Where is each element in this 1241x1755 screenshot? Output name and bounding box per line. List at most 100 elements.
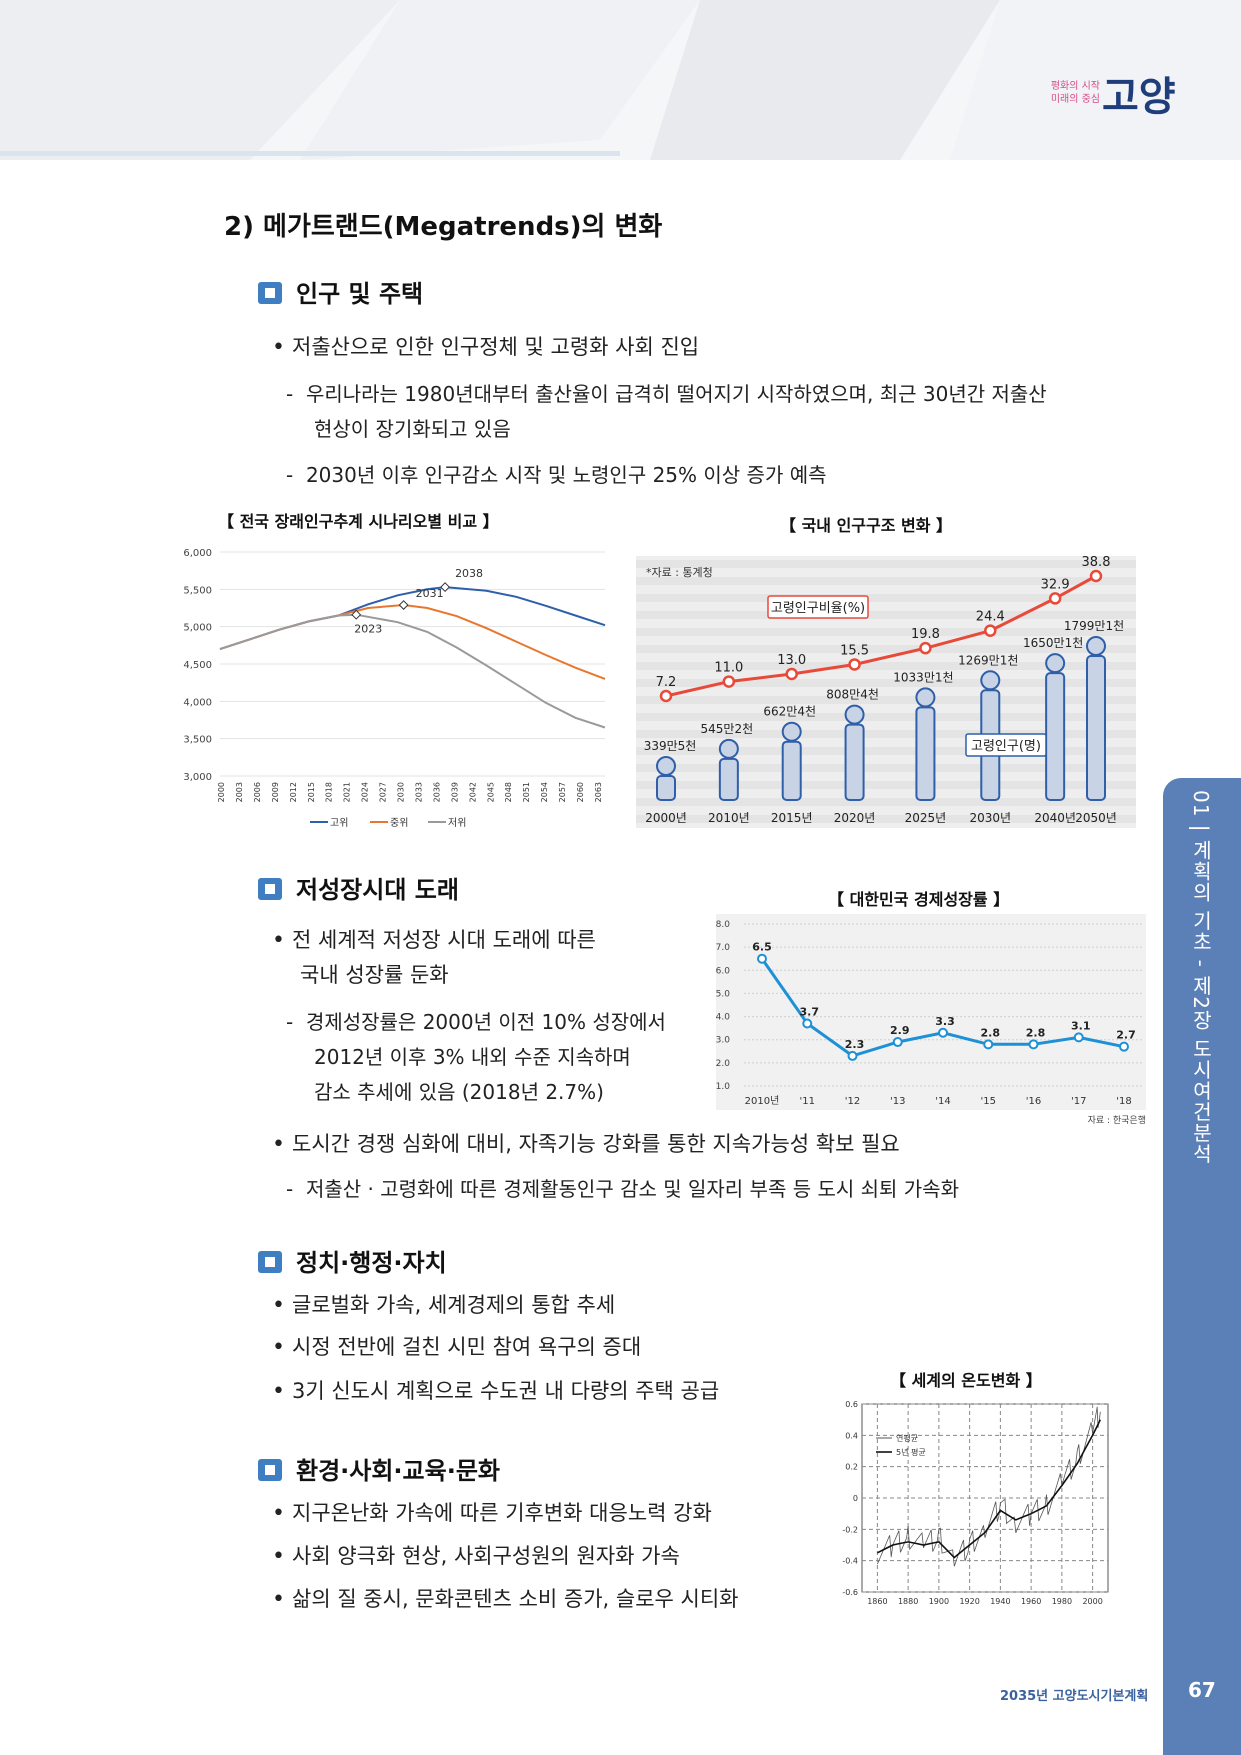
x-tick-label: 1860 (867, 1597, 887, 1606)
x-tick-label: 2021 (343, 782, 352, 802)
bullet-item: • 삶의 질 중시, 문화콘텐츠 소비 증가, 슬로우 시티화 (272, 1587, 739, 1612)
goyang-logo: 평화의 시작 미래의 중심 고양 (1030, 50, 1210, 140)
stripe (636, 764, 1136, 772)
x-category-label: '12 (845, 1096, 860, 1107)
legend-label: 5년 평균 (896, 1447, 926, 1457)
ratio-value-label: 32.9 (1041, 577, 1070, 592)
ratio-value-label: 7.2 (656, 675, 677, 690)
ratio-value-label: 11.0 (714, 661, 743, 676)
y-tick-label: 4.0 (716, 1013, 731, 1023)
x-tick-label: 2063 (594, 782, 603, 802)
x-category-label: '14 (935, 1096, 950, 1107)
bullet-item-cont: 국내 성장률 둔화 (300, 963, 449, 987)
legend-count-label: 고령인구(명) (971, 739, 1041, 754)
x-tick-label: 2003 (235, 782, 244, 802)
stripe (636, 815, 1136, 823)
legend-label: 고위 (330, 816, 348, 829)
x-tick-label: 2054 (540, 782, 549, 802)
y-tick-label: 0.6 (845, 1400, 858, 1409)
x-category-label: '11 (800, 1096, 815, 1107)
stripe (636, 696, 1136, 704)
ratio-value-label: 15.5 (840, 643, 869, 658)
growth-point (802, 1018, 813, 1029)
dash-item-cont: 감소 추세에 있음 (2018년 2.7%) (314, 1080, 604, 1104)
y-tick-label: 0.4 (845, 1431, 858, 1440)
x-tick-label: 2012 (289, 782, 298, 802)
series-line-5년 평균 (877, 1419, 1102, 1559)
bullet-item: • 지구온난화 가속에 따른 기후변화 대응노력 강화 (272, 1501, 712, 1526)
chart-caption: 【 전국 장래인구추계 시나리오별 비교 】 (218, 512, 499, 531)
population-label: 1269만1천 (958, 652, 1018, 667)
x-category-label: '16 (1026, 1096, 1041, 1107)
person-body (1045, 672, 1066, 801)
marker-point (398, 600, 409, 610)
population-label: 1799만1천 (1064, 618, 1124, 633)
chart-caption: 【 국내 인구구조 변화 】 (780, 516, 953, 535)
x-tick-label: 2051 (522, 782, 531, 802)
x-tick-label: 2030 (397, 782, 406, 802)
dash-item-cont: 2012년 이후 3% 내외 수준 지속하며 (314, 1045, 631, 1069)
x-category-label: '17 (1071, 1096, 1086, 1107)
growth-point (757, 953, 767, 964)
x-tick-label: 2036 (432, 782, 441, 802)
y-tick-label: 6.0 (716, 966, 731, 976)
x-category-label: '15 (981, 1096, 996, 1107)
x-tick-label: 2042 (468, 782, 477, 802)
y-tick-label: 3,000 (183, 772, 212, 783)
bullet-item: • 글로벌화 가속, 세계경제의 통합 추세 (272, 1293, 616, 1318)
header-background (0, 0, 1241, 160)
stripe (636, 747, 1136, 755)
x-category-label: 2050년 (1075, 811, 1117, 825)
square-bullet-icon (258, 1459, 282, 1481)
x-tick-label: 1940 (990, 1597, 1010, 1606)
x-tick-label: 1880 (898, 1597, 918, 1606)
y-tick-label: -0.6 (842, 1588, 858, 1597)
ratio-value-label: 24.4 (976, 610, 1005, 625)
legend-ratio-label: 고령인구비율(%) (771, 601, 865, 616)
square-bullet-icon (258, 1251, 282, 1273)
person-head (915, 687, 936, 708)
person-body (1086, 655, 1106, 801)
section-politics-title: 정치·행정·자치 (258, 1243, 447, 1278)
chapter-label: 01 | 계획의 기초 - 제2장 도시여건분석 (1189, 790, 1213, 1165)
series-line-연평균 (877, 1406, 1101, 1567)
person-head (844, 704, 865, 725)
x-tick-label: 2048 (504, 782, 513, 802)
legend-count-box (965, 733, 1047, 757)
ratio-point (1048, 592, 1062, 605)
x-category-label: 2010년 (708, 811, 750, 825)
stripe (636, 679, 1136, 687)
temperature-chart: 0.6 0.4 0.2 0 -0.2 -0.4 -0.6 1860 1880 1900 1920 19… (842, 1400, 1109, 1606)
chapter-sidebar: 01 | 계획의 기초 - 제2장 도시여건분석 67 (1163, 778, 1241, 1755)
ratio-line (665, 574, 1097, 698)
y-tick-label: 8.0 (716, 920, 731, 930)
y-tick-label: 4,500 (183, 660, 212, 671)
growth-point (892, 1037, 903, 1048)
section-population-title: 인구 및 주택 (258, 274, 423, 309)
growth-point (1073, 1032, 1084, 1043)
x-category-label: 2025년 (905, 811, 947, 825)
x-tick-label: 2000 (1082, 1597, 1102, 1606)
population-label: 662만4천 (763, 704, 816, 719)
x-tick-label: 2045 (486, 782, 495, 802)
growth-value-label: 3.1 (1071, 1019, 1091, 1032)
stripe (636, 628, 1136, 636)
stripe (636, 611, 1136, 619)
legend-label: 연평균 (896, 1433, 918, 1443)
square-bullet-icon (258, 878, 282, 900)
section-environment-title: 환경·사회·교육·문화 (258, 1451, 500, 1486)
growth-rate-chart: 8.0 7.0 6.0 5.0 4.0 3.0 2.0 1.0 6.5 2010년 3.7 '11 2.… (716, 914, 1146, 1126)
person-head (1086, 636, 1106, 656)
growth-point (1119, 1041, 1129, 1052)
y-tick-label: 3.0 (716, 1036, 731, 1046)
person-body (718, 757, 739, 802)
stripe (636, 730, 1136, 738)
x-category-label: 2020년 (834, 811, 876, 825)
bullet-item: • 3기 신도시 계획으로 수도권 내 다량의 주택 공급 (272, 1379, 720, 1404)
page-number: 67 (1188, 1678, 1216, 1702)
population-label: 1033만1천 (893, 669, 953, 684)
footer-title: 2035년 고양도시기본계획 (1000, 1689, 1149, 1704)
bullet-item: • 저출산으로 인한 인구정체 및 고령화 사회 진입 (272, 335, 700, 360)
population-label: 545만2천 (701, 721, 754, 736)
growth-point (1028, 1039, 1039, 1050)
